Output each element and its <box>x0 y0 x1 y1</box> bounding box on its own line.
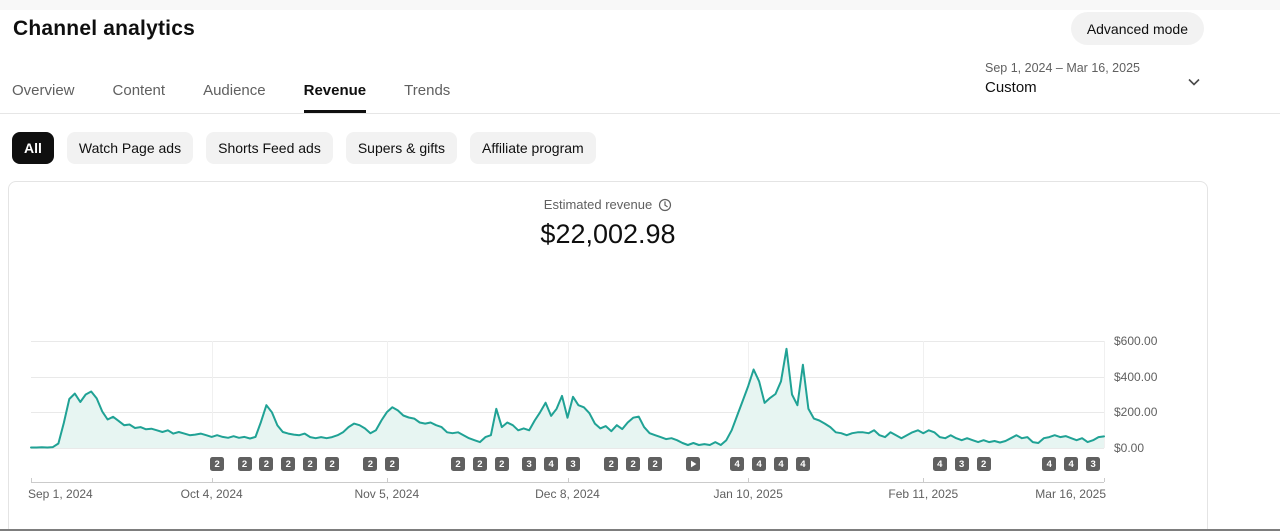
video-marker-badge[interactable]: 3 <box>522 457 537 471</box>
x-axis-tick-33 <box>211 478 213 482</box>
top-strip <box>0 0 1280 10</box>
video-marker-badge[interactable]: 2 <box>451 457 465 471</box>
advanced-mode-button[interactable]: Advanced mode <box>1070 12 1204 45</box>
gridline-x-day-163 <box>923 341 925 448</box>
chevron-down-icon <box>1188 78 1200 86</box>
filter-chip-all[interactable]: All <box>12 132 54 164</box>
video-marker-badge[interactable]: 3 <box>566 457 580 471</box>
video-marker-badge[interactable]: 4 <box>752 457 767 471</box>
video-marker-badge[interactable]: 3 <box>954 457 969 471</box>
tab-trends[interactable]: Trends <box>404 82 451 99</box>
filter-chip-watch-page-ads[interactable]: Watch Page ads <box>66 132 194 164</box>
gridline-x-day-33 <box>211 341 213 448</box>
video-marker-badge[interactable]: 4 <box>932 457 947 471</box>
video-marker-badge[interactable]: 4 <box>730 457 745 471</box>
video-marker-badge[interactable]: 2 <box>494 457 509 471</box>
revenue-chart-plot[interactable]: $600.00 $400.00 $200.00 $0.00 2 2 2 2 2 2 2 2 2 2 2 3 4 3… <box>30 334 1157 471</box>
video-marker-badge[interactable]: 2 <box>604 457 619 471</box>
tabs-divider <box>0 113 1280 114</box>
x-axis-label-nov-5-2024: Nov 5, 2024 <box>354 487 420 501</box>
x-axis-tick-196 <box>1104 478 1105 482</box>
analytics-tabs: Overview Content Audience Revenue Trends <box>12 82 450 113</box>
gridline-x-day-196 <box>1104 341 1105 448</box>
video-marker-badge[interactable]: 2 <box>385 457 400 471</box>
filter-chip-supers-gifts[interactable]: Supers & gifts <box>345 132 457 164</box>
filter-chip-affiliate-program[interactable]: Affiliate program <box>470 132 596 164</box>
video-marker-play-badge[interactable] <box>686 457 701 471</box>
video-marker-badge[interactable]: 2 <box>259 457 274 471</box>
page-title: Channel analytics <box>13 17 195 40</box>
revenue-area-fill <box>31 348 1104 448</box>
gridline-x-day-98 <box>567 341 569 448</box>
video-marker-badge[interactable]: 2 <box>303 457 318 471</box>
play-icon <box>691 460 697 468</box>
tab-revenue[interactable]: Revenue <box>303 82 367 113</box>
gridline-x-day-65 <box>386 341 388 448</box>
x-axis-tick-98 <box>567 478 569 482</box>
chart-x-labels: Sep 1, 2024 Oct 4, 2024 Nov 5, 2024 Dec 8, … <box>28 487 1106 503</box>
clock-icon[interactable] <box>658 198 672 212</box>
date-range-picker[interactable]: Sep 1, 2024 – Mar 16, 2025 Custom <box>985 61 1205 96</box>
video-marker-badge[interactable]: 2 <box>325 457 340 471</box>
revenue-line <box>30 347 1105 449</box>
metric-label: Estimated revenue <box>543 197 653 212</box>
x-axis-label-oct-4-2024: Oct 4, 2024 <box>180 487 243 501</box>
tab-audience[interactable]: Audience <box>203 82 266 99</box>
metric-summary: Estimated revenue $22,002.98 <box>9 196 1207 250</box>
video-marker-badge[interactable]: 4 <box>1042 457 1057 471</box>
revenue-series-svg <box>30 347 1105 449</box>
video-marker-badge[interactable]: 2 <box>363 457 378 471</box>
date-range-text: Sep 1, 2024 – Mar 16, 2025 <box>985 61 1140 75</box>
video-marker-badge[interactable]: 4 <box>774 457 788 471</box>
video-marker-badge[interactable]: 2 <box>281 457 296 471</box>
video-marker-badge[interactable]: 2 <box>976 457 991 471</box>
video-marker-badge[interactable]: 3 <box>1086 457 1101 471</box>
video-marker-badge[interactable]: 2 <box>237 457 252 471</box>
chart-x-axis <box>31 478 1105 483</box>
video-marker-badge[interactable]: 2 <box>648 457 663 471</box>
video-marker-badge[interactable]: 4 <box>544 457 559 471</box>
revenue-filter-chips: All Watch Page ads Shorts Feed ads Supers &… <box>12 132 596 164</box>
y-axis-label-0: $0.00 <box>1114 441 1145 455</box>
gridline-y-0 <box>31 448 1104 449</box>
x-axis-label-sep-1-2024: Sep 1, 2024 <box>28 487 93 501</box>
tab-overview[interactable]: Overview <box>12 82 75 99</box>
x-axis-label-dec-8-2024: Dec 8, 2024 <box>535 487 600 501</box>
video-marker-badge[interactable]: 4 <box>795 457 810 471</box>
metric-value: $22,002.98 <box>540 219 676 249</box>
x-axis-tick-65 <box>386 478 388 482</box>
x-axis-label-feb-11-2025: Feb 11, 2025 <box>888 487 959 501</box>
y-axis-label-200: $200.00 <box>1114 405 1158 420</box>
x-axis-tick-131 <box>748 478 750 482</box>
filter-chip-shorts-feed-ads[interactable]: Shorts Feed ads <box>206 132 333 164</box>
bottom-edge-divider <box>0 529 1280 531</box>
analytics-card: Estimated revenue $22,002.98 $600.00 $400… <box>8 181 1208 531</box>
x-axis-label-mar-16-2025: Mar 16, 2025 <box>1035 487 1106 501</box>
video-marker-badge[interactable]: 2 <box>472 457 487 471</box>
y-axis-label-400: $400.00 <box>1114 369 1158 384</box>
date-range-mode: Custom <box>985 79 1037 96</box>
video-marker-badge[interactable]: 2 <box>626 457 641 471</box>
x-axis-tick-0 <box>31 478 32 482</box>
y-axis-label-600: $600.00 <box>1114 334 1158 348</box>
video-marker-badge[interactable]: 2 <box>210 457 225 471</box>
video-marker-badge[interactable]: 4 <box>1064 457 1079 471</box>
x-axis-tick-163 <box>923 478 925 482</box>
tab-content[interactable]: Content <box>112 82 166 99</box>
x-axis-label-jan-10-2025: Jan 10, 2025 <box>713 487 783 501</box>
